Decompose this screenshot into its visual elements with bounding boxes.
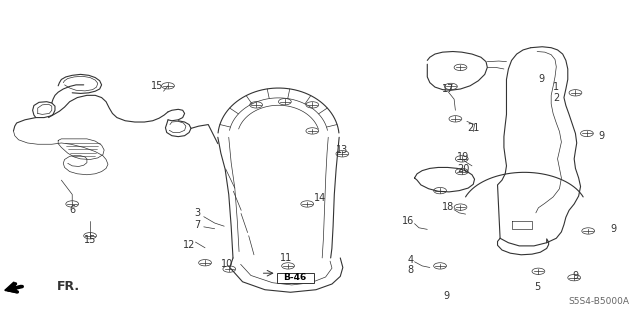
- Text: 17: 17: [442, 84, 454, 94]
- Text: B-46: B-46: [284, 273, 307, 282]
- Text: 2: 2: [553, 93, 559, 103]
- Text: 9: 9: [598, 131, 604, 141]
- Text: 8: 8: [408, 265, 414, 275]
- Text: 7: 7: [195, 219, 200, 230]
- Text: 14: 14: [314, 193, 326, 203]
- Text: 5: 5: [534, 282, 540, 292]
- Text: 15: 15: [84, 234, 96, 245]
- Text: 9: 9: [611, 224, 617, 234]
- Text: 4: 4: [408, 255, 414, 264]
- Text: 16: 16: [403, 216, 415, 226]
- Text: 18: 18: [442, 202, 454, 212]
- Text: 1: 1: [553, 82, 559, 92]
- Bar: [276, 273, 314, 283]
- Text: 21: 21: [467, 123, 479, 133]
- Text: 11: 11: [280, 253, 292, 263]
- Text: 13: 13: [336, 145, 348, 155]
- Text: 9: 9: [444, 291, 449, 301]
- Text: 20: 20: [457, 164, 469, 174]
- Text: 19: 19: [457, 152, 469, 162]
- Text: 10: 10: [221, 259, 234, 269]
- Text: 9: 9: [538, 74, 545, 85]
- Text: 6: 6: [69, 205, 76, 215]
- Text: S5S4-B5000A: S5S4-B5000A: [569, 297, 630, 306]
- Text: 3: 3: [195, 208, 200, 218]
- Text: 12: 12: [183, 240, 195, 250]
- Text: FR.: FR.: [57, 280, 80, 293]
- Text: 9: 9: [572, 271, 579, 281]
- Text: 15: 15: [151, 81, 164, 91]
